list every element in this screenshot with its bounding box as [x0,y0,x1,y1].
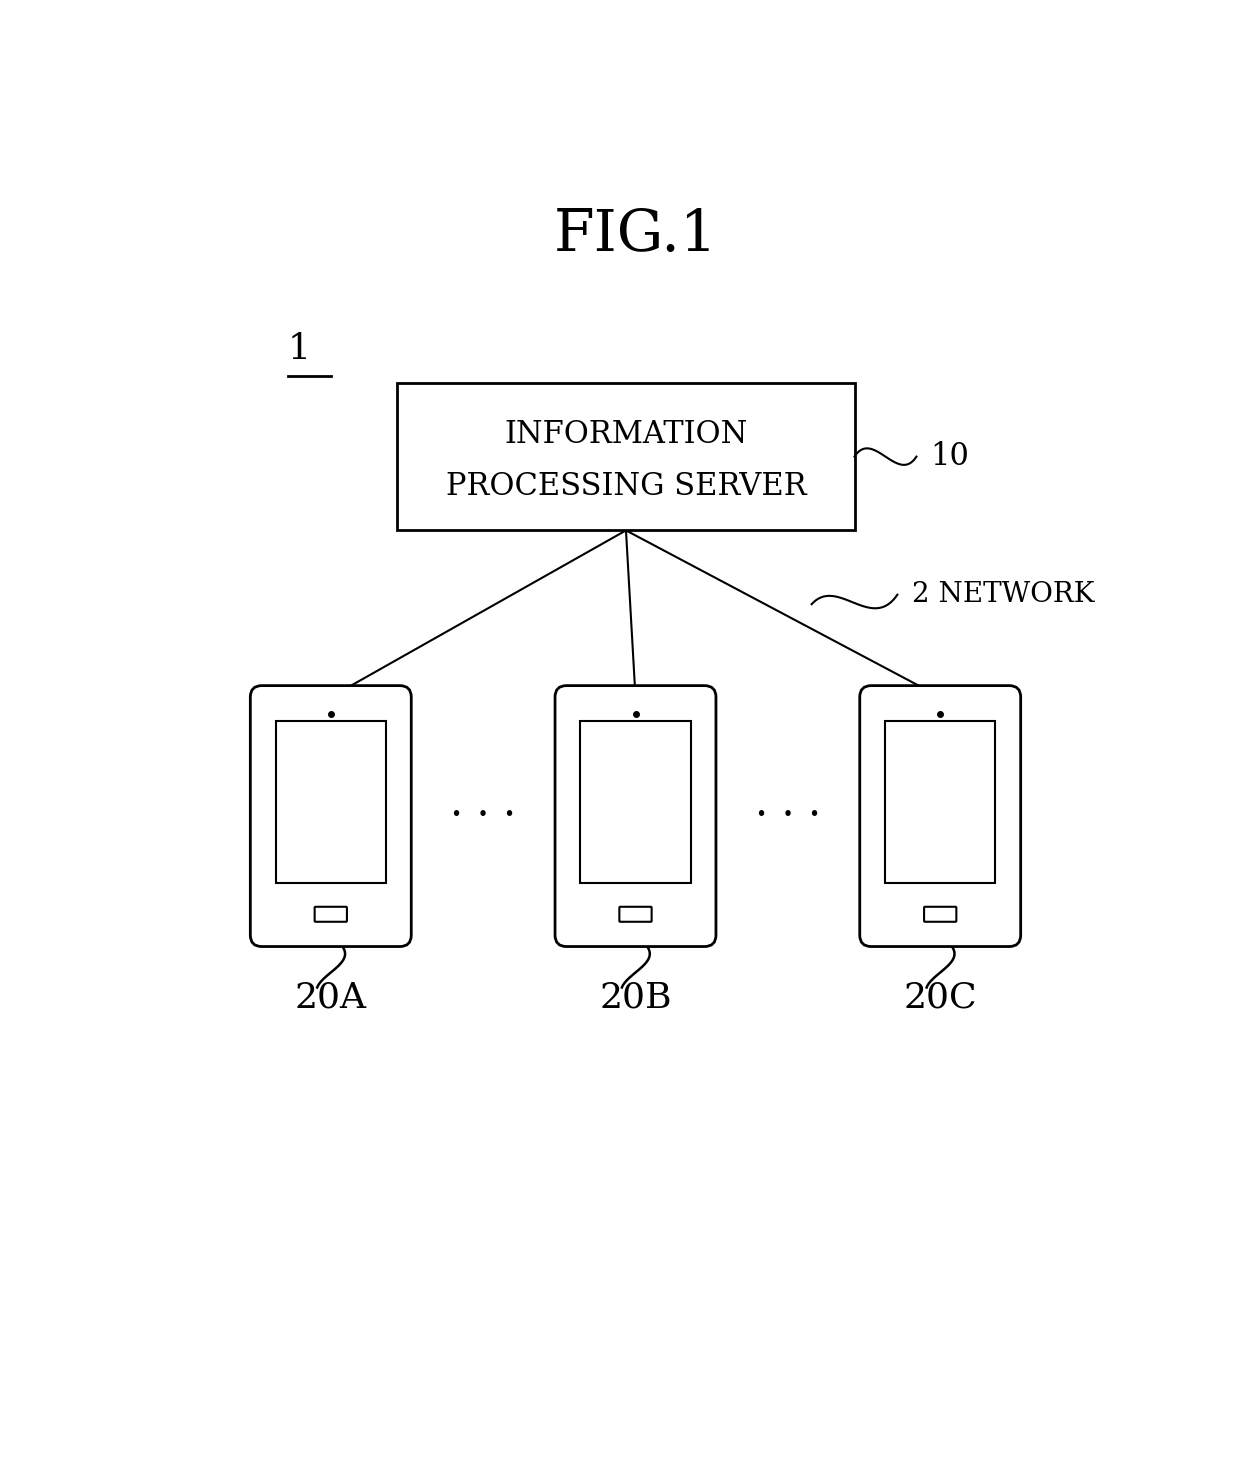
FancyBboxPatch shape [924,907,956,922]
Bar [580,721,691,883]
FancyBboxPatch shape [250,686,412,947]
Text: FIG.1: FIG.1 [553,208,718,263]
FancyBboxPatch shape [315,907,347,922]
Bar [885,721,996,883]
Text: INFORMATION: INFORMATION [505,418,748,450]
Text: 2 NETWORK: 2 NETWORK [911,582,1094,608]
Text: · · ·: · · · [450,795,516,837]
FancyBboxPatch shape [556,686,715,947]
Bar [275,721,386,883]
Text: 20A: 20A [295,979,367,1014]
FancyBboxPatch shape [619,907,652,922]
Text: PROCESSING SERVER: PROCESSING SERVER [445,470,806,502]
Text: · · ·: · · · [755,795,821,837]
Text: 10: 10 [931,441,970,472]
Bar [398,383,854,530]
Text: 20C: 20C [904,979,977,1014]
Text: 1: 1 [288,332,311,367]
FancyBboxPatch shape [859,686,1021,947]
Text: 20B: 20B [599,979,672,1014]
